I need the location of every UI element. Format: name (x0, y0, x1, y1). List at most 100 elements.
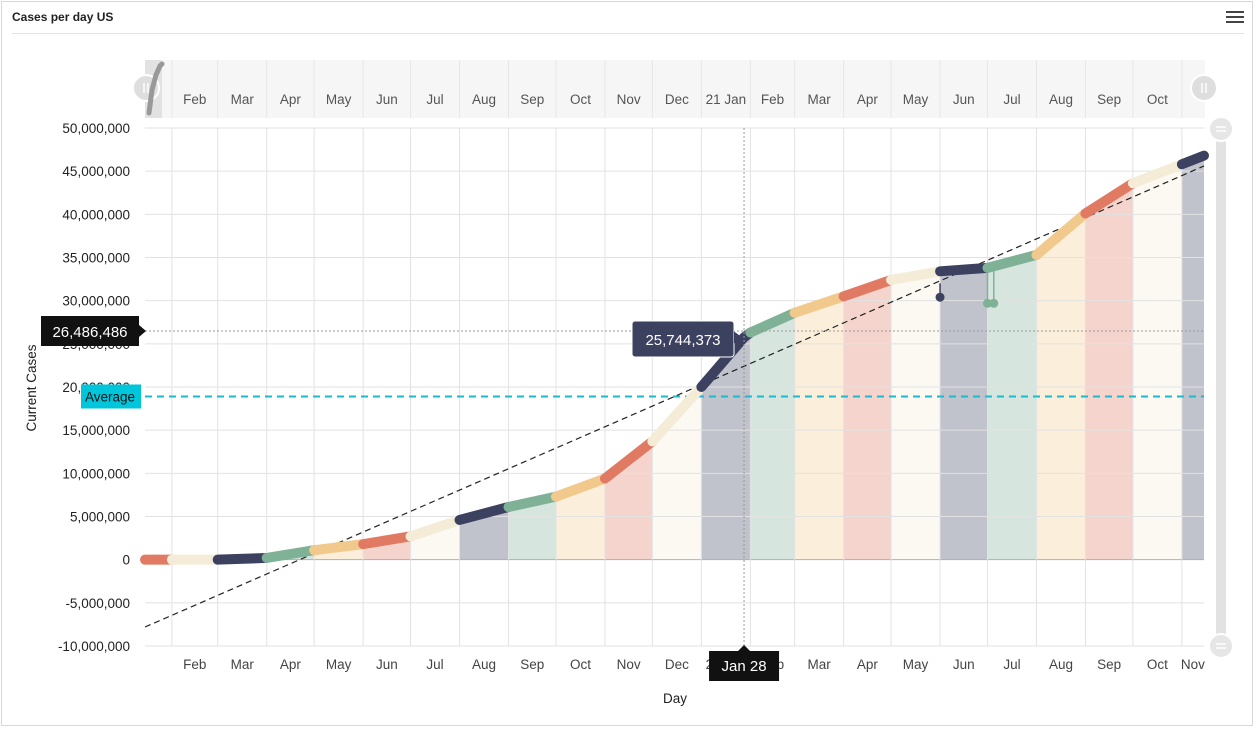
overlay: 26,486,486 Jan 28 25,744,373 (41, 116, 1234, 681)
navigator-label: Oct (570, 92, 591, 107)
outlier-point (982, 298, 992, 308)
month-band (1132, 164, 1182, 560)
navigator-label: Sep (1097, 92, 1121, 107)
navigator-label: Dec (665, 92, 689, 107)
scrollbar-handle[interactable] (1208, 633, 1234, 659)
series-segment (503, 491, 561, 513)
crosshair-x-badge (709, 651, 780, 681)
x-tick-label: Nov (1181, 657, 1205, 672)
tooltip-value: 25,744,373 (645, 332, 720, 349)
navigator-label: Sep (520, 92, 544, 107)
series-segment (982, 249, 1042, 273)
vertical-scrollbar (1216, 132, 1226, 644)
x-tick-label: Mar (231, 657, 255, 672)
x-tick-label: Feb (183, 657, 206, 672)
navigator-label: Jul (426, 92, 443, 107)
navigator-handle[interactable] (1190, 74, 1218, 102)
series-segment (1127, 159, 1187, 189)
navigator-label: Apr (857, 92, 879, 107)
x-tick-label: Oct (1147, 657, 1168, 672)
outlier-point (935, 292, 945, 302)
series-segment (745, 307, 800, 338)
crosshair-y-badge (41, 316, 139, 346)
navigator-label: Aug (472, 92, 496, 107)
x-tick-label: Apr (857, 657, 879, 672)
month-band (940, 267, 988, 560)
crosshair-y-pointer (139, 325, 146, 337)
series-segment (212, 552, 272, 565)
y-tick-label: -5,000,000 (65, 596, 130, 611)
x-tick-label: Jun (376, 657, 398, 672)
month-band (1085, 183, 1133, 560)
navigator-label: Mar (231, 92, 255, 107)
navigator-label: Feb (761, 92, 784, 107)
series-segment (358, 531, 416, 550)
x-tick-label: Nov (617, 657, 641, 672)
y-tick-label: 45,000,000 (62, 164, 130, 179)
crosshair-x-pointer (738, 645, 751, 651)
hamburger-menu-icon[interactable] (1226, 11, 1244, 25)
x-tick-label: Oct (570, 657, 591, 672)
navigator-label: 21 Jan (706, 92, 747, 107)
month-band (794, 296, 844, 560)
month-band (1181, 155, 1204, 560)
series-segment (1031, 208, 1091, 260)
y-tick-label: 50,000,000 (62, 121, 130, 136)
crosshair-y-label: 26,486,486 (52, 324, 127, 341)
grid-lines (145, 127, 1204, 647)
series-segment (1176, 150, 1209, 170)
navigator-label: Feb (183, 92, 206, 107)
navigator-label: May (903, 92, 929, 107)
x-tick-label: Aug (472, 657, 496, 672)
y-tick-label: 30,000,000 (62, 294, 130, 309)
y-tick-label: 0 (122, 553, 130, 568)
y-tick-label: 35,000,000 (62, 251, 130, 266)
series-segment (1080, 178, 1138, 219)
x-tick-label: Mar (807, 657, 831, 672)
x-tick-label: Jul (426, 657, 443, 672)
navigator-label: Aug (1049, 92, 1073, 107)
x-tick-label: Dec (665, 657, 689, 672)
y-tick-label: 15,000,000 (62, 423, 130, 438)
navigator-track (145, 60, 1205, 118)
x-tick-label: May (903, 657, 929, 672)
series-segment (838, 274, 897, 302)
navigator-label: May (326, 92, 352, 107)
x-tick-label: Sep (520, 657, 544, 672)
average-badge (81, 384, 141, 409)
panel-title: Cases per day US (12, 10, 114, 24)
series-segment (599, 436, 658, 484)
tooltip-pointer (734, 331, 742, 344)
title-divider (12, 33, 1244, 34)
month-band (987, 254, 1037, 560)
month-band (410, 519, 460, 560)
navigator-label: Oct (1147, 92, 1168, 107)
navigator-label: Jul (1003, 92, 1020, 107)
navigator-label: Apr (280, 92, 302, 107)
series-segment (454, 502, 514, 525)
series-line (140, 150, 1209, 565)
month-band (508, 496, 556, 560)
scrollbar-handle[interactable] (1208, 116, 1234, 142)
series-segment (261, 545, 320, 563)
crosshair-x-label: Jan 28 (722, 658, 767, 675)
series-segment (789, 291, 849, 318)
month-band (750, 312, 795, 560)
month-band (701, 332, 751, 560)
navigator[interactable]: Feb Mar Apr May Jun Jul Aug Sep Oct Nov Dec 21 Jan F… (132, 60, 1218, 118)
x-tick-label: Jul (1003, 657, 1020, 672)
outlier-point (989, 298, 999, 308)
y-tick-label: -10,000,000 (58, 639, 130, 654)
navigator-label: Mar (807, 92, 831, 107)
month-band (843, 279, 892, 560)
navigator-label: Nov (617, 92, 641, 107)
average-label: Average (85, 389, 135, 404)
x-tick-label: May (326, 657, 352, 672)
series-segment (550, 473, 610, 502)
series-segment (886, 266, 946, 285)
axis-ticks: -10,000,000 -5,000,000 0 5,000,000 10,000,00… (58, 121, 1205, 672)
x-tick-label: Aug (1049, 657, 1073, 672)
navigator-label: Jun (376, 92, 398, 107)
